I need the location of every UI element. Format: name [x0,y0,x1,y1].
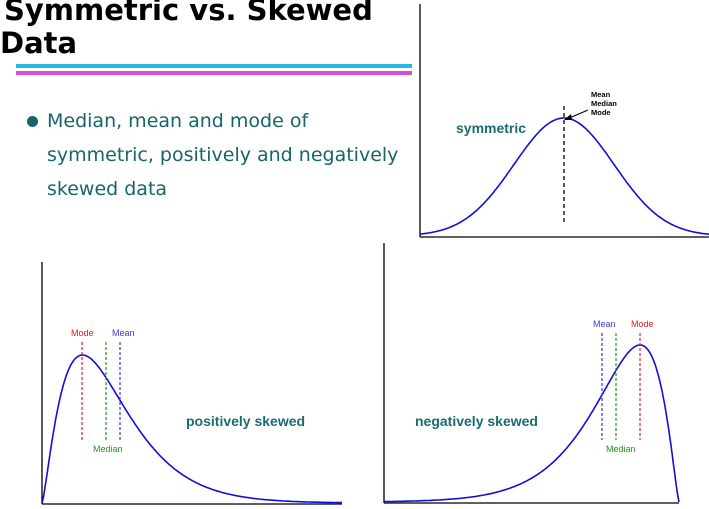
bullet-dot [27,116,38,127]
symmetric-arrow-head [564,114,572,120]
negative-mode-label: Mode [631,319,654,329]
positive-mode-label: Mode [71,328,94,338]
negative-mean-label: Mean [593,319,616,329]
bullet-text: Median, mean and mode of symmetric, posi… [47,110,399,200]
positive-median-label: Median [93,444,123,454]
title-line-1: Symmetric vs. Skewed [4,0,373,27]
positive-skew-curve [41,354,342,504]
title-line-2: Data [0,26,78,60]
symmetric-annotation-mean: Mean [591,90,611,99]
slide-title: Symmetric vs. Skewed Data [0,0,373,60]
symmetric-annotation-mode: Mode [591,108,611,117]
symmetric-panel: Mean Median Mode symmetric [419,4,709,238]
symmetric-annotation-median: Median [591,99,617,108]
negative-median-label: Median [606,444,636,454]
negative-skew-curve [384,344,680,503]
positive-skew-label: positively skewed [186,413,305,429]
positive-skew-panel: Mode Mean Median positively skewed [41,262,342,505]
positive-mean-label: Mean [112,328,135,338]
symmetric-label: symmetric [456,120,526,136]
title-underline-magenta [16,71,412,75]
negative-skew-panel: Mean Mode Median negatively skewed [383,243,680,504]
title-underline-cyan [16,64,412,68]
negative-skew-label: negatively skewed [415,413,538,429]
symmetric-curve [419,117,709,235]
